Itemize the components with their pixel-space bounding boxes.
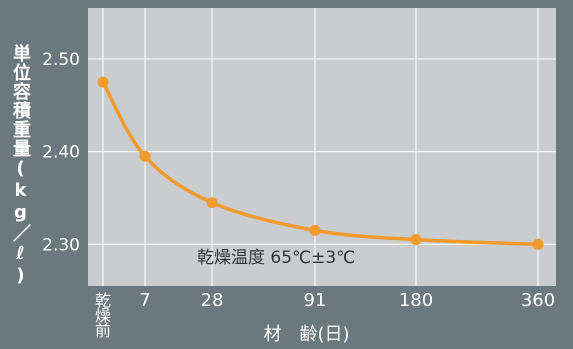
x-tick-label: 28 [201,290,224,311]
x-axis-label: 材 齢(日) [263,324,350,345]
data-point [139,150,151,162]
plot-area [88,8,556,286]
data-point [97,76,109,88]
x-tick-label: 7 [139,290,150,311]
y-tick-label: 2.30 [42,235,80,255]
x-tick-label: 91 [304,290,327,311]
y-axis-label: 単位容積重量(kg／ℓ) [10,44,31,287]
data-point [532,238,544,250]
annotation-text: 乾燥温度 65℃±3℃ [197,248,355,268]
data-point [309,224,321,236]
x-tick-label: 180 [399,290,433,311]
x-axis-title: 材 齢(日) [0,320,573,346]
data-point [410,234,422,246]
x-tick-label: 360 [521,290,555,311]
x-tick-label: 乾燥前 [95,291,111,340]
y-tick-label: 2.40 [42,143,80,163]
y-tick-label: 2.50 [42,50,80,70]
data-point [206,197,218,209]
